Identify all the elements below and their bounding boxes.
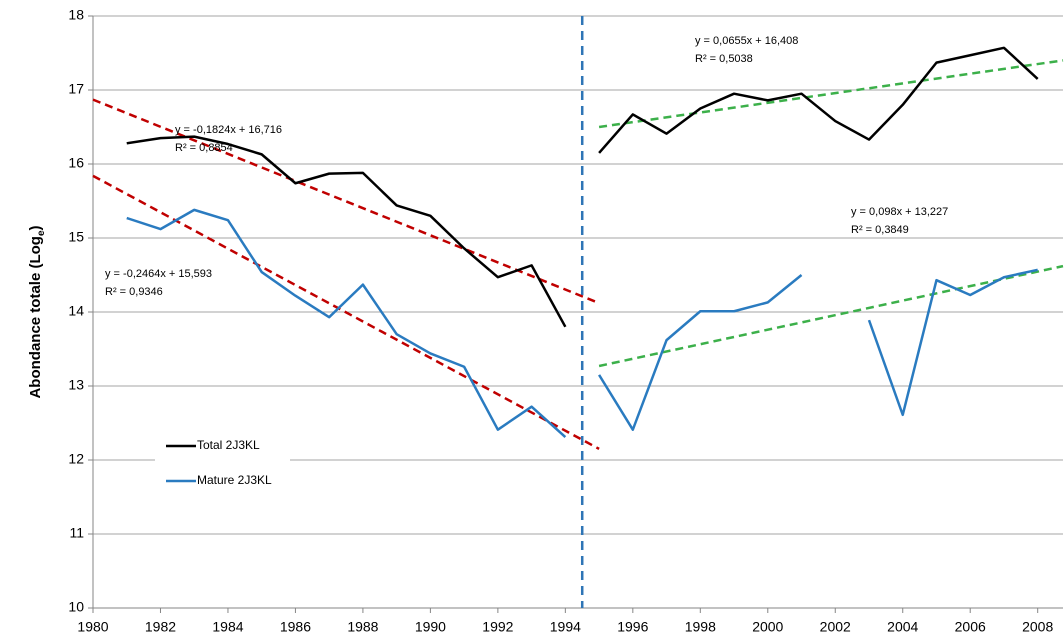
x-tick-label: 1994 — [550, 619, 581, 635]
trend-line — [92, 174, 600, 451]
x-tick-label: 1986 — [280, 619, 311, 635]
x-tick-label: 1982 — [145, 619, 176, 635]
trend-line — [598, 264, 1064, 368]
trend-equation: y = -0,2464x + 15,593 — [105, 268, 212, 280]
y-label-text: Abondance totale (Log — [27, 236, 44, 399]
trend-r2: R² = 0,3849 — [851, 224, 909, 236]
x-tick-label: 1990 — [415, 619, 446, 635]
x-tick-label: 1996 — [617, 619, 648, 635]
y-label-close: ) — [27, 225, 44, 230]
series-line — [867, 268, 1038, 417]
y-tick-label: 17 — [68, 81, 84, 97]
series-line — [598, 46, 1039, 154]
y-axis-label: Abondance totale (Loge) — [27, 225, 47, 398]
x-tick-label: 2006 — [955, 619, 986, 635]
trend-r2: R² = 0,9346 — [105, 286, 163, 298]
legend-label: Total 2J3KL — [197, 438, 260, 452]
trend-line — [598, 59, 1064, 129]
y-label-sub: e — [36, 230, 47, 236]
legend-label: Mature 2J3KL — [197, 473, 272, 487]
x-tick-label: 1992 — [482, 619, 513, 635]
x-tick-label: 1984 — [212, 619, 243, 635]
x-tick-label: 2008 — [1022, 619, 1053, 635]
y-tick-label: 13 — [68, 377, 84, 393]
y-tick-label: 18 — [68, 7, 84, 23]
y-tick-label: 10 — [68, 599, 84, 615]
trend-equation: y = 0,098x + 13,227 — [851, 206, 948, 218]
y-tick-label: 15 — [68, 229, 84, 245]
trend-equation: y = -0,1824x + 16,716 — [175, 124, 282, 136]
series-line — [126, 208, 567, 438]
y-tick-label: 11 — [69, 525, 84, 541]
trend-equation: y = 0,0655x + 16,408 — [695, 35, 798, 47]
y-tick-label: 16 — [68, 155, 84, 171]
series-line — [126, 135, 567, 328]
y-tick-label: 14 — [68, 303, 84, 319]
trend-r2: R² = 0,5038 — [695, 53, 753, 65]
x-tick-label: 2000 — [752, 619, 783, 635]
x-tick-label: 1980 — [77, 619, 108, 635]
x-tick-label: 1998 — [685, 619, 716, 635]
trend-r2: R² = 0,8854 — [175, 142, 233, 154]
x-tick-label: 1988 — [347, 619, 378, 635]
x-tick-label: 2002 — [820, 619, 851, 635]
series-line — [598, 274, 803, 431]
x-tick-label: 2004 — [887, 619, 918, 635]
y-tick-label: 12 — [68, 451, 84, 467]
